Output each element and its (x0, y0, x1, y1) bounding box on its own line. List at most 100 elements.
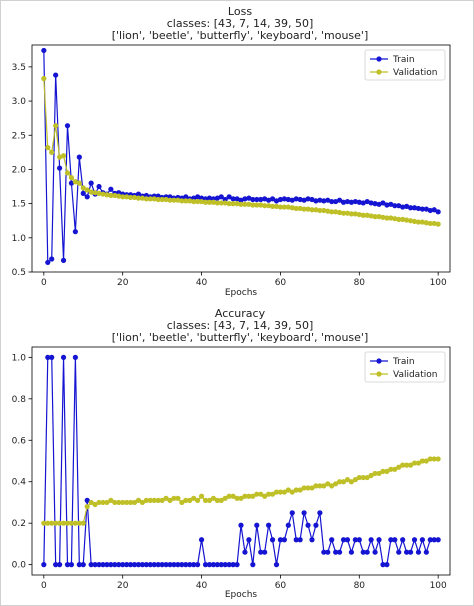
loss-validation-point (80, 185, 86, 191)
loss-train-point (360, 200, 366, 206)
accuracy-train-point (415, 549, 422, 555)
loss-validation-point (411, 218, 418, 225)
accuracy-train-point (80, 562, 86, 568)
accuracy-validation-point (333, 481, 339, 487)
accuracy-train-point (297, 537, 303, 543)
loss-train-point (277, 196, 284, 203)
accuracy-train-point (198, 537, 205, 543)
accuracy-train-point (100, 562, 106, 568)
accuracy-train-point (336, 549, 343, 555)
loss-validation-point (108, 192, 114, 199)
loss-validation-point (246, 201, 252, 207)
accuracy-x-tick-label: 40 (196, 581, 208, 591)
accuracy-y-ticks: 0.0 0.2 0.4 0.6 0.8 1.0 (12, 353, 32, 571)
loss-train-point (49, 256, 55, 262)
loss-validation-point (116, 193, 122, 199)
loss-validation-point (325, 208, 331, 214)
loss-chart: Loss classes: [43, 7, 14, 39, 50] ['lion… (12, 5, 451, 298)
accuracy-train-point (427, 537, 433, 543)
loss-train-point (340, 199, 347, 205)
accuracy-train-point (396, 549, 402, 555)
accuracy-train-point (400, 537, 406, 543)
loss-train-point (419, 206, 425, 212)
accuracy-x-tick-label: 80 (354, 581, 366, 591)
accuracy-validation-point (266, 491, 272, 497)
accuracy-validation-point (60, 520, 67, 526)
loss-train-point (45, 259, 51, 266)
accuracy-validation-point (127, 499, 134, 506)
loss-validation-point (226, 201, 232, 207)
loss-validation-point (372, 214, 378, 220)
accuracy-validation-point (183, 497, 189, 503)
accuracy-y-tick-label: 0.2 (12, 519, 26, 529)
loss-train-point (108, 186, 114, 192)
accuracy-y-tick-label: 0.0 (12, 561, 27, 571)
accuracy-train-point (214, 562, 220, 568)
loss-train-point (336, 197, 343, 203)
accuracy-train-point (348, 549, 355, 555)
loss-validation-point (400, 216, 406, 222)
loss-train-point (348, 199, 355, 205)
accuracy-train-point (317, 510, 323, 516)
loss-validation-point (191, 198, 197, 205)
accuracy-train-point (411, 537, 418, 543)
accuracy-validation-point (431, 456, 437, 462)
accuracy-train-point (135, 562, 142, 568)
loss-validation-point (49, 149, 55, 155)
accuracy-train-point (127, 562, 134, 568)
accuracy-train-point (266, 522, 272, 528)
accuracy-validation-point (171, 495, 177, 501)
loss-marks (41, 47, 441, 266)
loss-train-point (392, 203, 398, 209)
accuracy-train-point (360, 549, 366, 555)
loss-train-point (84, 194, 90, 200)
loss-validation-point (198, 198, 205, 205)
accuracy-validation-point (64, 520, 71, 526)
accuracy-validation-point (72, 520, 78, 526)
accuracy-train-point (281, 537, 287, 543)
accuracy-validation-point (167, 497, 173, 503)
loss-train-point (53, 72, 59, 78)
loss-train-point (305, 196, 311, 202)
accuracy-validation-point (317, 483, 323, 489)
loss-train-point (269, 196, 276, 202)
loss-train-point (281, 196, 287, 202)
loss-x-tick-label: 100 (430, 278, 447, 288)
accuracy-validation-point (277, 489, 284, 495)
accuracy-subtitle-names: ['lion', 'beetle', 'butterfly', 'keyboar… (112, 331, 369, 344)
accuracy-train-point (301, 510, 307, 516)
loss-train-point (364, 198, 370, 205)
accuracy-legend-train-label: Train (392, 357, 415, 367)
accuracy-train-point (179, 562, 185, 568)
accuracy-validation-point (88, 499, 94, 506)
loss-train-point (431, 207, 437, 213)
loss-y-tick-label: 1.5 (12, 200, 26, 210)
loss-validation-point (143, 196, 149, 202)
loss-x-tick-label: 40 (196, 278, 208, 288)
accuracy-train-point (88, 562, 94, 568)
accuracy-train-point (112, 562, 118, 568)
loss-y-tick-label: 0.5 (12, 268, 26, 278)
accuracy-train-point (325, 549, 331, 555)
loss-train-point (76, 154, 82, 160)
accuracy-validation-point (222, 495, 228, 501)
accuracy-validation-point (68, 520, 75, 526)
loss-validation-point (76, 180, 82, 186)
loss-train-point (238, 197, 244, 203)
loss-validation-point (100, 191, 106, 197)
loss-train-point (266, 197, 272, 203)
loss-validation-point (269, 203, 276, 209)
loss-y-ticks: 0.5 1.0 1.5 2.0 2.5 3.0 3.5 (12, 63, 32, 278)
loss-validation-point (388, 215, 394, 221)
loss-train-point (250, 196, 256, 203)
loss-x-tick-label: 60 (275, 278, 287, 288)
accuracy-validation-point (313, 483, 319, 489)
loss-validation-point (340, 210, 347, 216)
loss-x-tick-label: 0 (41, 278, 47, 288)
accuracy-validation-point (45, 520, 51, 526)
accuracy-validation-point (352, 477, 358, 483)
accuracy-validation-point (155, 497, 161, 503)
loss-validation-point (238, 201, 244, 207)
accuracy-validation-point (285, 487, 291, 493)
loss-validation-point (254, 202, 260, 208)
